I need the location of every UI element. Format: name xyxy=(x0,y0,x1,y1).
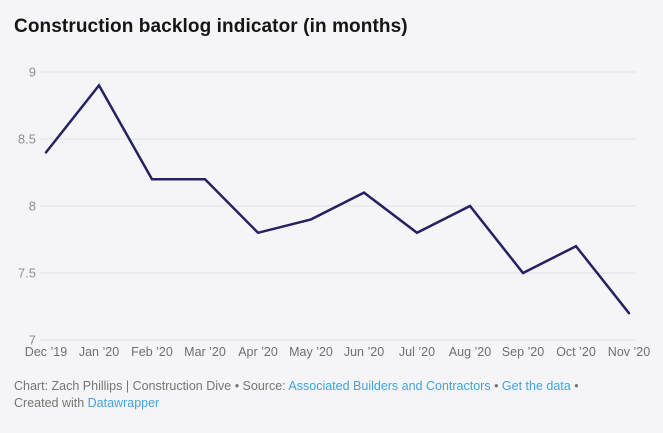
x-axis-tick-label: Jun ’20 xyxy=(344,345,384,359)
y-axis-tick-label: 7 xyxy=(29,333,36,348)
y-axis-tick-label: 7.5 xyxy=(18,266,36,281)
chart-footer: Chart: Zach Phillips | Construction Dive… xyxy=(14,378,634,412)
x-axis-tick-label: May ’20 xyxy=(289,345,333,359)
x-axis-tick-label: Mar ’20 xyxy=(184,345,226,359)
x-axis-tick-label: Dec ’19 xyxy=(25,345,67,359)
byline-text: Chart: Zach Phillips | Construction Dive… xyxy=(14,379,289,393)
x-axis-tick-label: Jan ’20 xyxy=(79,345,119,359)
line-chart-svg: 7 7.5 8 8.5 9 Dec ’19 Jan ’20 Feb ’20 Mar ’20 Apr… xyxy=(18,65,650,360)
y-axis-tick-label: 9 xyxy=(29,65,36,80)
y-axis-tick-label: 8.5 xyxy=(18,132,36,147)
y-axis-tick-label: 8 xyxy=(29,199,36,214)
x-axis-tick-label: Oct ’20 xyxy=(556,345,596,359)
x-axis-tick-label: Sep ’20 xyxy=(502,345,544,359)
x-axis-tick-label: Aug ’20 xyxy=(449,345,491,359)
x-axis-tick-label: Apr ’20 xyxy=(238,345,278,359)
datawrapper-link[interactable]: Datawrapper xyxy=(87,396,160,410)
separator-bullet: • xyxy=(570,379,579,393)
separator-bullet: • xyxy=(490,379,502,393)
backlog-line-series xyxy=(44,83,631,315)
line-chart: 7 7.5 8 8.5 9 Dec ’19 Jan ’20 Feb ’20 Mar ’20 Apr… xyxy=(0,55,663,365)
page-title: Construction backlog indicator (in month… xyxy=(14,16,408,37)
source-link[interactable]: Associated Builders and Contractors xyxy=(288,379,491,393)
x-axis-tick-label: Feb ’20 xyxy=(131,345,173,359)
x-axis-tick-label: Jul ’20 xyxy=(399,345,435,359)
get-the-data-link[interactable]: Get the data xyxy=(501,379,571,393)
created-with-text: Created with xyxy=(14,396,88,410)
x-axis-tick-label: Nov ’20 xyxy=(608,345,650,359)
